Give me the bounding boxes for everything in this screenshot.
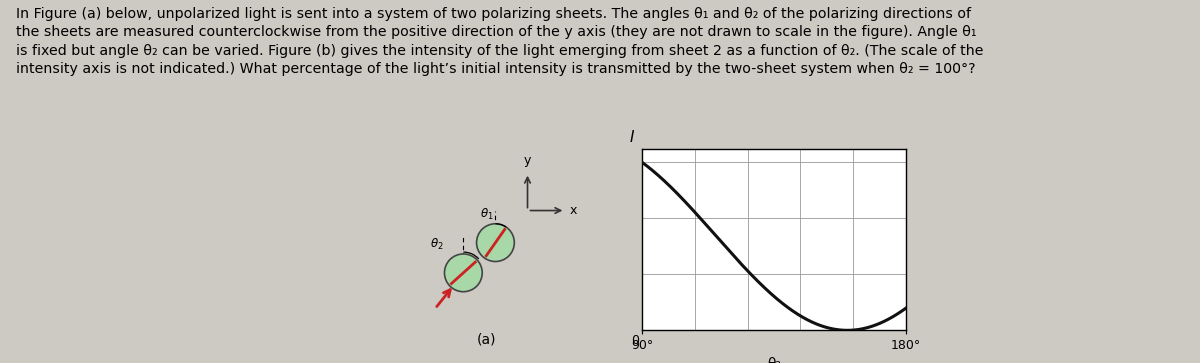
Text: x: x <box>570 204 577 217</box>
Circle shape <box>444 254 482 292</box>
Text: 0: 0 <box>631 334 640 347</box>
Text: $\theta_1$: $\theta_1$ <box>480 207 493 222</box>
Text: I: I <box>630 130 634 145</box>
Text: y: y <box>524 154 532 167</box>
Text: In Figure (a) below, unpolarized light is sent into a system of two polarizing s: In Figure (a) below, unpolarized light i… <box>16 7 983 76</box>
Text: $\theta_2$: $\theta_2$ <box>430 237 444 252</box>
Text: (a): (a) <box>476 333 496 346</box>
X-axis label: θ₂: θ₂ <box>767 356 781 363</box>
Circle shape <box>476 224 515 261</box>
